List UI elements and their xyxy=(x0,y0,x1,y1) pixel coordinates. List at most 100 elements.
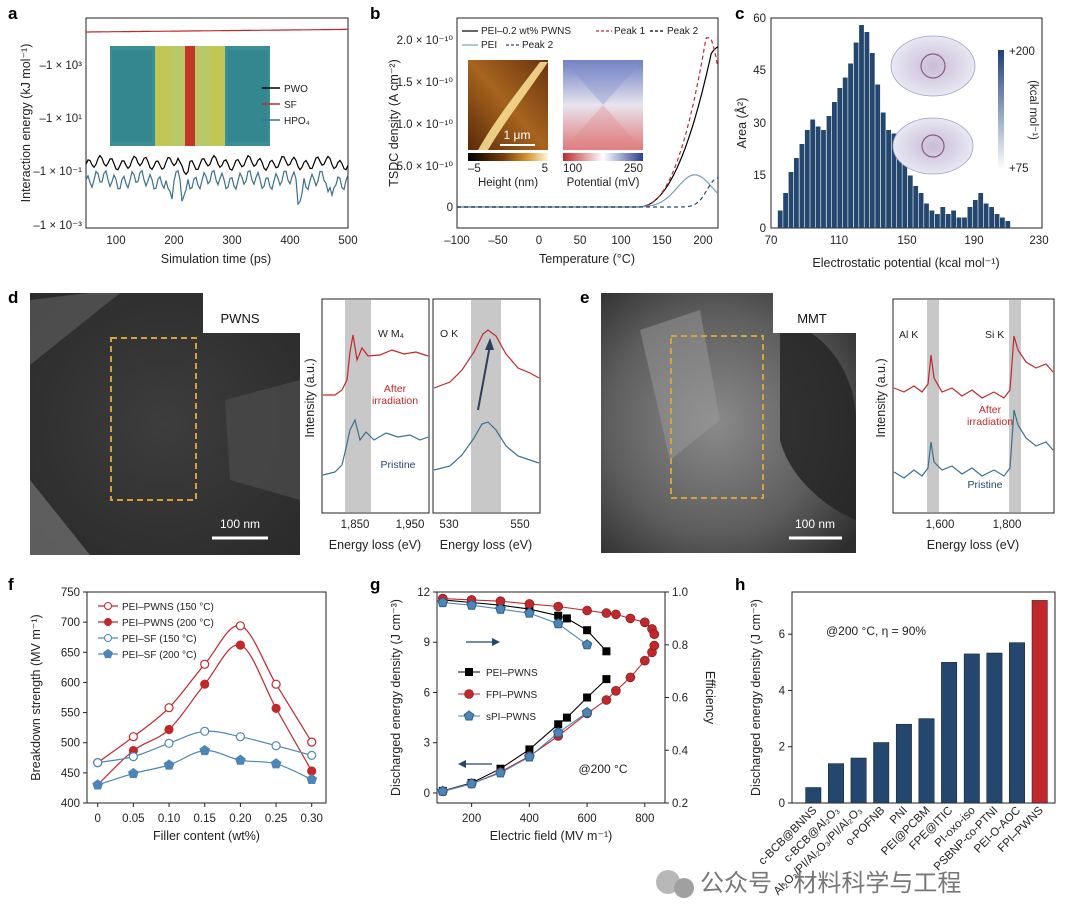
y2-tick-label: 0.6 xyxy=(672,693,688,705)
x-tick-label: 1,950 xyxy=(396,519,425,531)
bar xyxy=(1031,600,1048,804)
data-point xyxy=(466,778,477,789)
legend: PWO SF HPO₄ xyxy=(262,84,310,127)
histogram-bar xyxy=(935,214,940,228)
histogram-bar xyxy=(897,151,902,228)
y-tick-label: –1 × 10⁻³ xyxy=(33,220,82,232)
data-point xyxy=(649,629,660,640)
legend-label: PEI–SF (150 °C) xyxy=(122,634,197,645)
y-tick-label: 400 xyxy=(61,798,80,810)
y-tick-label: 0 xyxy=(447,202,453,214)
x-tick-label: 530 xyxy=(439,519,458,531)
x-tick-label: 200 xyxy=(693,235,712,247)
colorbar-min: +75 xyxy=(1009,163,1029,175)
data-point xyxy=(524,751,535,762)
x-axis-label: Filler content (wt%) xyxy=(153,829,260,843)
histogram-bar xyxy=(940,207,946,228)
data-point xyxy=(601,695,612,705)
bar xyxy=(828,763,844,804)
histogram-bar xyxy=(788,172,794,228)
data-point xyxy=(128,751,138,762)
bar xyxy=(850,757,867,804)
legend-label: Peak 2 xyxy=(522,40,554,51)
x-tick-label: 600 xyxy=(577,813,596,825)
condition-label: @200 °C xyxy=(578,762,627,776)
bar xyxy=(941,662,958,804)
legend-label: FPI–PWNS xyxy=(486,690,537,701)
y-tick-label: 12 xyxy=(417,587,430,599)
y-tick-label: 60 xyxy=(753,13,766,25)
panel-letter: f xyxy=(8,575,14,594)
histogram-bar xyxy=(918,193,924,228)
bar xyxy=(1009,642,1025,804)
legend-label: Peak 2 xyxy=(667,26,699,37)
histogram-bar xyxy=(837,88,843,228)
x-tick-label: 200 xyxy=(164,235,183,247)
data-point xyxy=(437,785,449,796)
y-tick-label: –1 × 10⁻¹ xyxy=(33,166,82,178)
image-label: PWNS xyxy=(221,311,260,326)
histogram-bar xyxy=(956,217,962,228)
data-point xyxy=(235,640,245,650)
edge-label: Si K xyxy=(985,329,1004,341)
data-point xyxy=(163,759,175,770)
x-tick-label: 1,800 xyxy=(993,519,1022,531)
data-point xyxy=(200,659,210,669)
x-axis-label: Temperature (°C) xyxy=(539,252,635,266)
panel-e: e MMT 100 nm Al K Si K After irradiation … xyxy=(580,288,1055,553)
highlight-band xyxy=(927,300,939,512)
breakdown-strength-plot: 0 0.05 0.10 0.15 0.20 0.25 0.30 400 450 500 550 600… xyxy=(29,587,323,843)
data-point xyxy=(128,732,138,742)
y-tick-label: 15 xyxy=(753,170,766,182)
histogram-bar xyxy=(859,25,864,228)
histogram-bar xyxy=(826,116,832,228)
data-point xyxy=(164,738,174,748)
x-tick-label: 150 xyxy=(897,235,916,247)
potential-colorbar xyxy=(563,153,643,161)
histogram-bar xyxy=(848,63,853,228)
eels-o-k: O K 530 550 xyxy=(432,298,541,531)
colorbar-max: +200 xyxy=(1009,46,1035,58)
data-point xyxy=(581,639,593,650)
eels-after-curve xyxy=(433,329,540,389)
data-point xyxy=(199,744,211,756)
data-point xyxy=(466,599,477,610)
histogram-bar xyxy=(880,112,886,228)
data-point xyxy=(625,672,636,683)
histogram-bar xyxy=(913,186,919,228)
y-axis-label: Discharged energy density (J cm⁻³) xyxy=(749,599,763,796)
data-point xyxy=(524,599,535,609)
colorbar-label: (kcal mol⁻¹) xyxy=(1027,80,1039,140)
data-point xyxy=(602,647,611,656)
panel-letter: b xyxy=(370,4,380,23)
legend-marker xyxy=(464,689,474,699)
y2-tick-label: 0.2 xyxy=(672,798,688,810)
y2-tick-label: 0.4 xyxy=(672,745,689,757)
x-tick-label: 50 xyxy=(574,235,587,247)
legend-label: sPI–PWNS xyxy=(486,712,536,723)
legend-label: HPO₄ xyxy=(284,116,310,127)
data-point xyxy=(200,679,210,689)
panel-g: g 200 400 600 800 0 3 6 9 12 0.2 0.4 0.6 0.8 1.0 Elect… xyxy=(370,575,717,843)
x-axis-label: Energy loss (eV) xyxy=(440,538,532,552)
data-point xyxy=(92,779,104,790)
histogram-bar xyxy=(962,217,967,228)
eels-pristine-curve xyxy=(893,409,1054,479)
arrow-head-icon xyxy=(485,338,494,350)
histogram-bar xyxy=(951,210,956,228)
x-tick-label: –50 xyxy=(488,235,507,247)
data-point xyxy=(93,757,103,768)
data-point xyxy=(235,732,245,742)
x-tick-label: 1,850 xyxy=(341,519,370,531)
x-axis-label: Electric field (MV m⁻¹) xyxy=(490,829,613,843)
x-tick-label: 300 xyxy=(222,235,241,247)
panel-letter: c xyxy=(735,4,744,23)
legend-label: SF xyxy=(284,100,297,111)
shift-arrow xyxy=(477,344,491,411)
eels-pristine-curve xyxy=(433,421,540,471)
panel-letter: e xyxy=(580,288,589,307)
series-line xyxy=(97,625,313,764)
colorbar-max: 5 xyxy=(542,163,548,175)
edge-label: Al K xyxy=(899,329,918,341)
tsdc-curves xyxy=(457,37,719,208)
